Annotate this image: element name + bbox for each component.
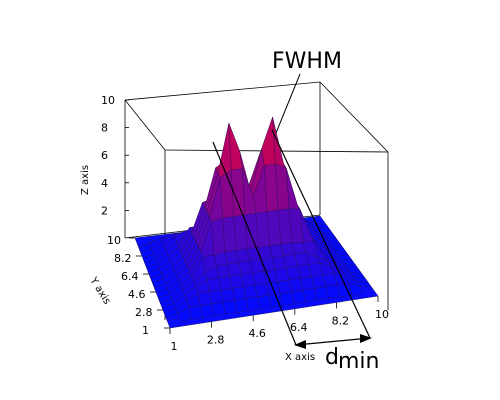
z-axis-title: Z axis: [80, 165, 91, 195]
surface-cell: [228, 123, 243, 171]
dmin-arrow-line: [295, 337, 371, 346]
surface-cell: [197, 291, 212, 306]
surface-cell: [188, 305, 203, 320]
y_axis-tick-label: 1: [142, 324, 149, 337]
z_axis-tick-label: 2: [101, 204, 108, 217]
x_axis-tick-label: 2.8: [207, 334, 225, 347]
x_axis-tick-label: 4.6: [248, 327, 266, 340]
z_axis-tick-label: 10: [101, 94, 115, 107]
dmin-arrowhead-left: [294, 340, 306, 349]
x_axis-tick-label: 6.4: [290, 321, 308, 334]
x_axis-tick-label: 10: [375, 308, 389, 321]
y-axis-title: Y axis: [87, 275, 112, 307]
x_axis-tick-label: 1: [171, 340, 178, 353]
z-axis-ticks: 2 4 6 8 10: [101, 94, 129, 217]
y-axis-ticks: 1 2.8 4.6 6.4 8.2 10: [107, 234, 170, 337]
surface-cell: [200, 303, 215, 318]
y_axis-tick-label: 10: [107, 234, 121, 247]
surface-cell: [348, 283, 364, 296]
dmin-guide-line-right: [271, 129, 371, 339]
x-axis-ticks: 1 2.8 4.6 6.4 8.2 10: [169, 296, 389, 353]
surface-mesh: [138, 117, 372, 322]
box-back-top-edge: [124, 81, 389, 153]
fwhm-label: FWHM: [272, 49, 342, 74]
y_axis-tick-label: 6.4: [121, 270, 139, 283]
z_axis-tick-label: 8: [101, 122, 108, 135]
box-front-top-left-edge: [124, 99, 166, 151]
dmin-label-sub: min: [338, 349, 380, 374]
surface-cell: [356, 281, 372, 288]
y_axis-tick-label: 2.8: [135, 306, 153, 319]
dmin-label-main: d: [325, 345, 339, 370]
z_axis-tick-label: 4: [101, 177, 108, 190]
dmin-arrowhead-right: [360, 334, 372, 343]
x-axis-title: X axis: [285, 352, 315, 363]
z_axis-tick-label: 6: [101, 149, 108, 162]
fwhm-pointer-line: [275, 73, 301, 134]
y_axis-tick-label: 4.6: [128, 288, 146, 301]
dmin-guide-line-left: [212, 141, 297, 346]
x_axis-tick-label: 8.2: [332, 314, 350, 327]
y_axis-tick-label: 8.2: [114, 252, 132, 265]
